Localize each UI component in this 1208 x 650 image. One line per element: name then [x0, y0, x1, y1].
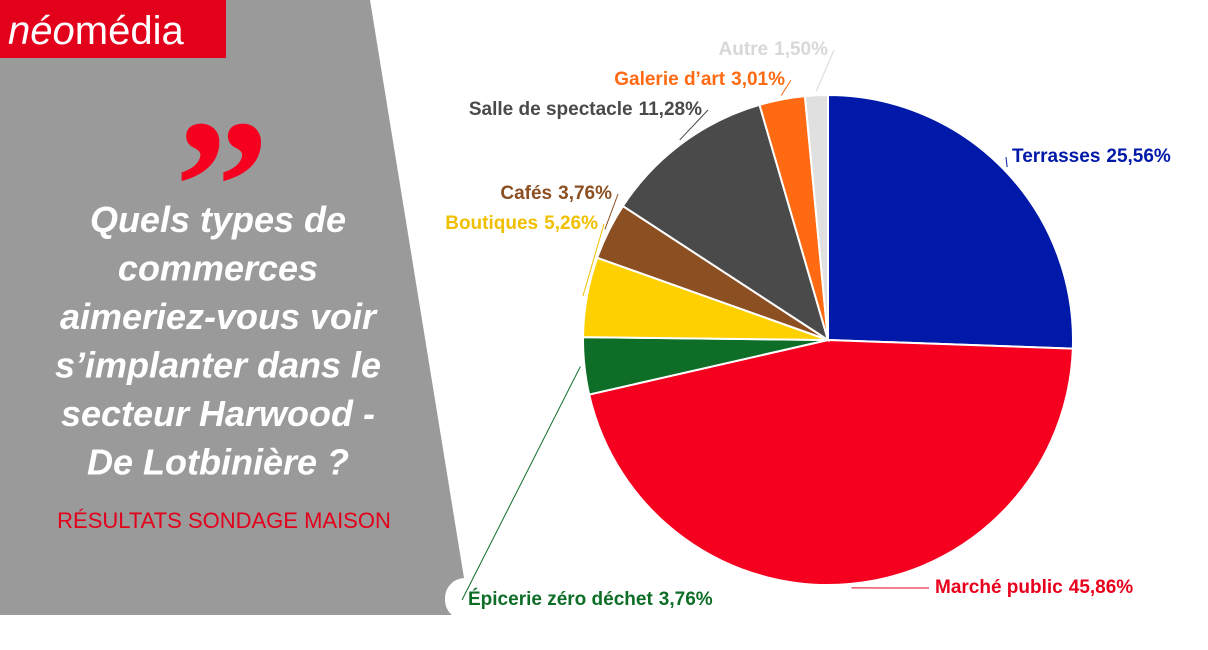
question-line: Quels types de [90, 199, 346, 240]
category-name: Cafés [500, 183, 552, 204]
leader-line [780, 79, 792, 96]
pie-slice [803, 93, 829, 341]
subtitle: RÉSULTATS SONDAGE MAISON [57, 508, 391, 533]
value-label: 3,76% [558, 183, 612, 204]
category-name: Boutiques [445, 213, 538, 234]
leader-line [1005, 156, 1008, 168]
value-label: 25,56% [1106, 146, 1171, 167]
question-line: De Lotbinière ? [87, 442, 349, 483]
logo-suffix: média [75, 9, 185, 53]
category-name: Épicerie zéro déchet [468, 588, 653, 610]
pie-slice [621, 103, 830, 343]
logo-prefix: néo [8, 9, 75, 53]
question-line: secteur Harwood - [61, 393, 375, 434]
category-name: Autre [719, 39, 769, 60]
slice-label: Galerie d’art 3,01% [614, 69, 785, 90]
value-label: 3,01% [731, 69, 785, 90]
question-line: aimeriez-vous voir [60, 296, 378, 337]
value-label: 11,28% [639, 99, 702, 120]
question-line: s’implanter dans le [55, 345, 381, 386]
value-label: 1,50% [774, 39, 828, 60]
slice-label: Boutiques 5,26% [445, 213, 598, 234]
slice-label: Autre 1,50% [719, 39, 829, 60]
leader-line [679, 109, 709, 141]
value-label: 5,26% [544, 213, 598, 234]
leader-line [582, 223, 605, 297]
question-line: commerces [118, 248, 318, 289]
quote-mark: ” [175, 82, 270, 292]
question: Quels types de commerces aimeriez-vous voi… [55, 199, 381, 483]
logo: néomédia [8, 9, 184, 53]
category-name: Salle de spectacle [469, 99, 633, 120]
category-name: Marché public [935, 577, 1063, 598]
pie: Terrasses 25,56% Marché public 45,86% Épicer… [445, 39, 1171, 610]
side-panel [0, 0, 470, 615]
slice-label: Épicerie zéro déchet 3,76% [468, 588, 713, 610]
leader-line [461, 366, 581, 601]
slice-label: Cafés 3,76% [500, 183, 612, 204]
value-label: 3,76% [659, 589, 713, 610]
pie-slice [587, 338, 1074, 586]
slice-label: Terrasses 25,56% [1012, 146, 1171, 167]
slice-label: Salle de spectacle 11,28% [469, 99, 702, 120]
slice-label: Marché public 45,86% [935, 577, 1133, 598]
category-name: Galerie d’art [614, 69, 726, 90]
leader-line [815, 49, 835, 92]
label-box [445, 578, 760, 620]
leader-line [604, 193, 619, 230]
value-label: 45,86% [1069, 577, 1134, 598]
pie-slice [827, 93, 1074, 350]
category-name: Terrasses [1012, 146, 1100, 167]
logo-box [0, 0, 226, 58]
